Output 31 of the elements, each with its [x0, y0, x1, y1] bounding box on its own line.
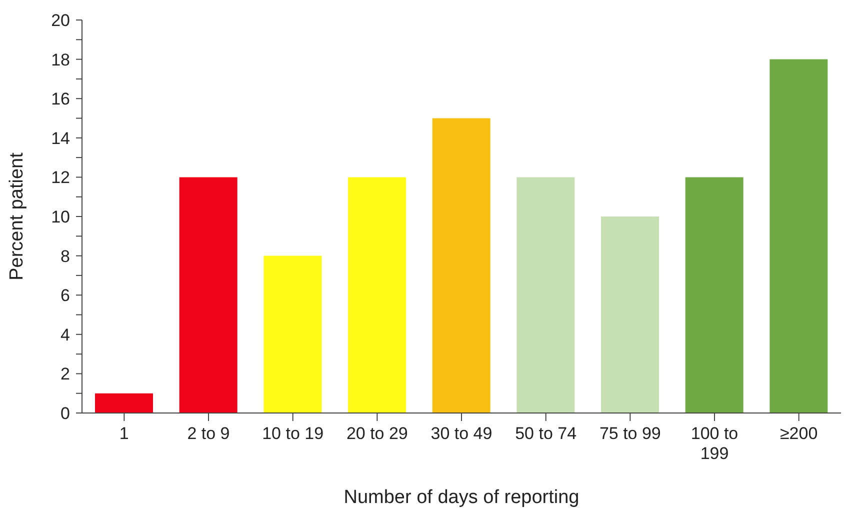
- y-tick-label: 18: [51, 50, 70, 70]
- y-tick-label: 14: [51, 128, 70, 148]
- x-tick-label: 2 to 9: [187, 424, 230, 443]
- x-tick-label: 100 to 199: [690, 424, 738, 463]
- y-tick-label: 10: [51, 208, 70, 226]
- y-tick-label: 6: [60, 286, 70, 306]
- bar: [685, 177, 744, 413]
- bar: [348, 177, 406, 413]
- bar: [432, 118, 490, 413]
- y-tick-label: 12: [51, 168, 70, 188]
- x-tick-label: ≥200: [780, 424, 818, 443]
- x-tick-label: 50 to 74: [515, 424, 577, 443]
- bar: [264, 256, 322, 413]
- y-axis-title: Percent patient: [6, 152, 28, 280]
- y-tick-label: 8: [60, 246, 70, 266]
- x-tick-label: 75 to 99: [599, 424, 661, 443]
- bar: [95, 393, 153, 413]
- y-tick-label: 0: [60, 404, 70, 423]
- y-tick-label: 16: [51, 90, 70, 109]
- bar: [601, 216, 659, 413]
- y-tick-label: 20: [51, 11, 70, 30]
- x-tick-label: 10 to 19: [262, 424, 324, 443]
- y-tick-label: 4: [60, 325, 70, 344]
- bar: [516, 177, 575, 413]
- x-tick-label: 20 to 29: [346, 424, 408, 443]
- bar: [770, 59, 828, 413]
- x-axis-title: Number of days of reporting: [344, 487, 580, 508]
- bar: [179, 177, 238, 413]
- y-tick-label: 2: [60, 364, 70, 384]
- x-tick-label: 1: [119, 424, 129, 443]
- x-tick-label: 30 to 49: [430, 424, 492, 443]
